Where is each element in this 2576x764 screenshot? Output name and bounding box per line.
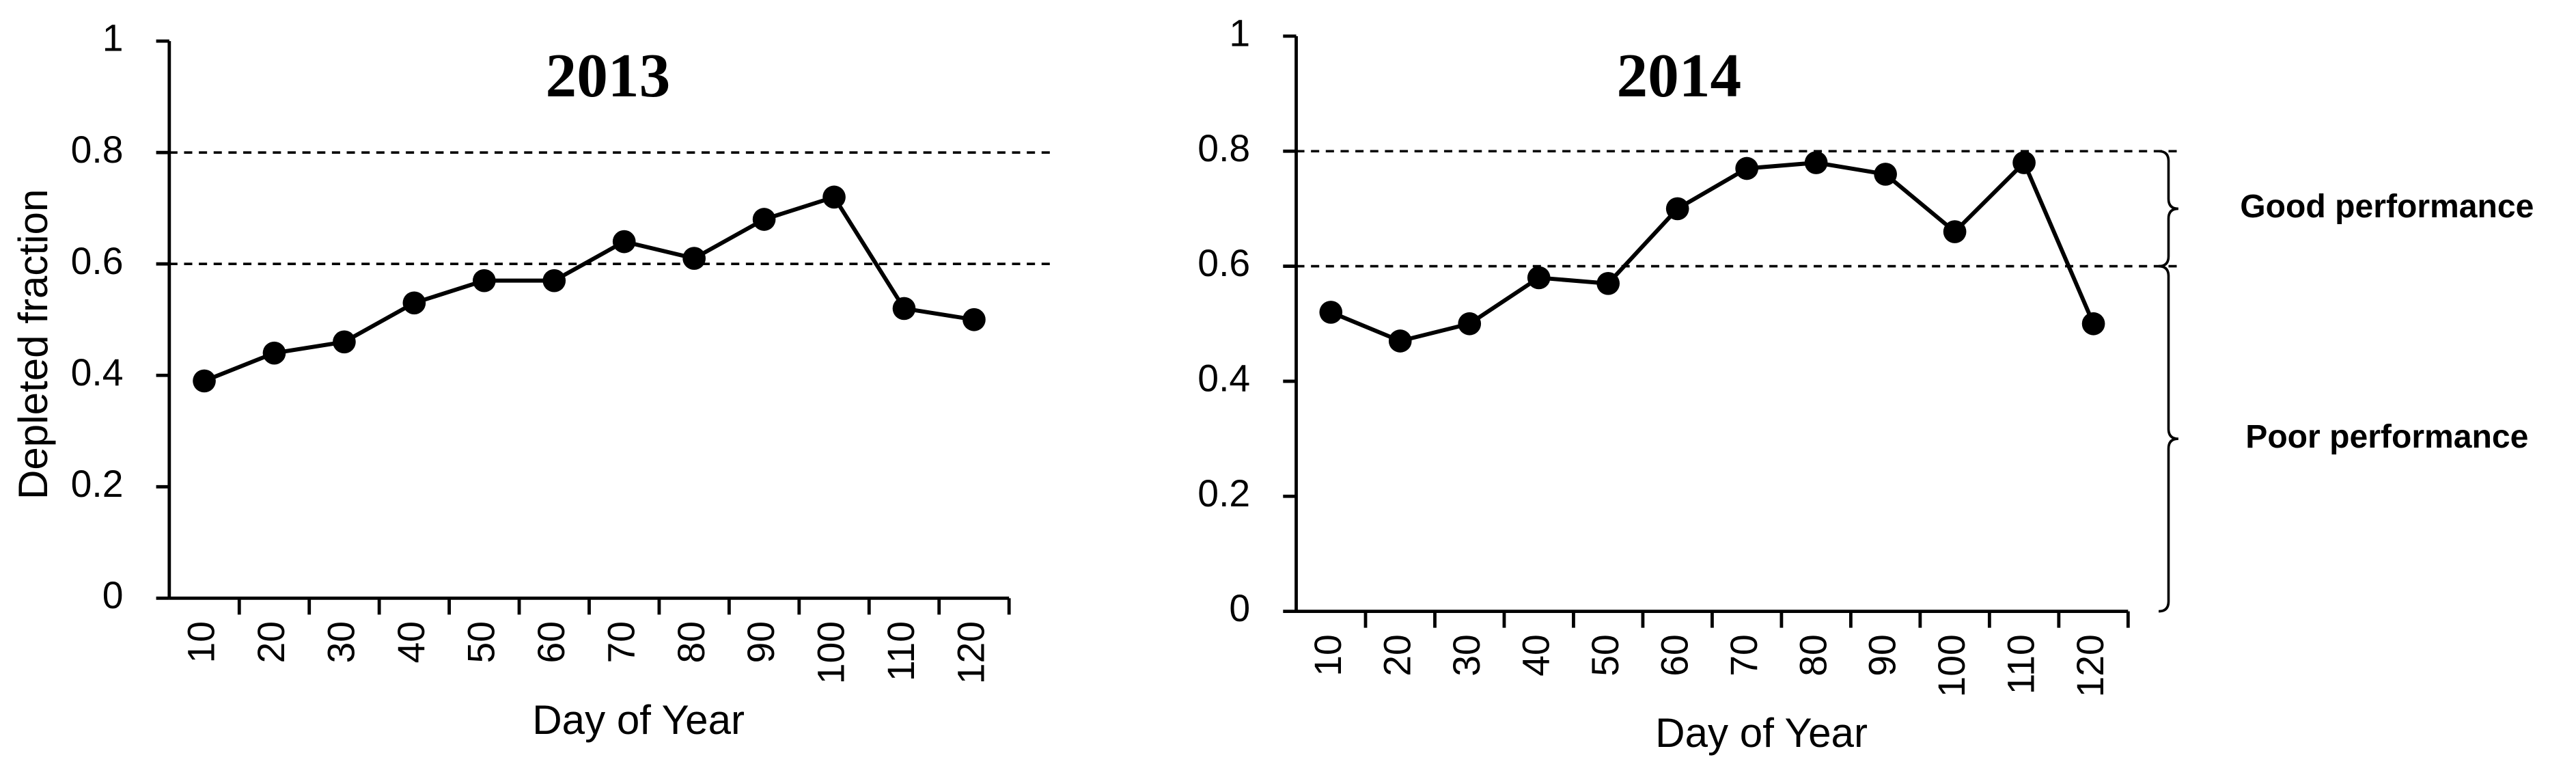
data-point [2012, 151, 2036, 174]
data-point [472, 269, 496, 292]
y-tick-label: 0.4 [71, 351, 124, 394]
y-tick-label: 1 [102, 17, 124, 59]
x-tick-label: 40 [1514, 634, 1557, 677]
data-point [822, 185, 846, 209]
data-point [2081, 312, 2105, 336]
y-tick-label: 0 [102, 574, 124, 616]
x-tick-label: 20 [1376, 634, 1418, 677]
data-point [1943, 220, 1967, 243]
x-tick-label: 30 [1445, 634, 1488, 677]
data-point [1388, 329, 1412, 353]
x-tick-label: 60 [530, 621, 572, 664]
data-point [262, 341, 286, 365]
y-tick-label: 0.2 [1197, 472, 1250, 515]
x-tick-label: 50 [460, 621, 502, 664]
x-tick-label: 20 [250, 621, 292, 664]
data-point [193, 369, 216, 393]
data-line [1330, 159, 2096, 344]
x-axis-title: Day of Year [1655, 710, 1868, 756]
x-tick-label: 10 [1307, 634, 1349, 677]
y-tick-label: 1 [1229, 12, 1250, 55]
x-tick-label: 40 [390, 621, 432, 664]
y-tick-label: 0.6 [1197, 242, 1250, 284]
data-point [402, 291, 426, 315]
x-tick-label: 110 [880, 621, 922, 681]
y-tick-label: 0.8 [1197, 127, 1250, 169]
data-point [1527, 266, 1551, 290]
x-tick-label: 100 [810, 621, 853, 684]
x-tick-label: 70 [1723, 634, 1765, 677]
x-tick-label: 30 [320, 621, 363, 664]
x-tick-label: 100 [1930, 634, 1973, 697]
chart-title: 2014 [1616, 41, 1741, 110]
brace [2158, 150, 2179, 268]
y-tick-label: 0 [1229, 587, 1250, 629]
y-tick-label: 0.2 [71, 463, 124, 505]
data-point [333, 330, 356, 354]
x-tick-label: 90 [740, 621, 782, 664]
x-tick-label: 110 [2000, 634, 2042, 694]
data-point [612, 230, 636, 254]
annotation: Poor performance [2245, 418, 2528, 455]
x-tick-label: 120 [950, 621, 993, 684]
x-tick-label: 70 [600, 621, 642, 664]
brace [2158, 264, 2179, 613]
data-point [1596, 271, 1620, 295]
x-tick-label: 10 [180, 621, 223, 664]
data-point [1804, 151, 1828, 174]
chart-title: 2013 [546, 41, 671, 110]
y-axis-title: Depleted fraction [10, 189, 56, 500]
x-tick-label: 120 [2069, 634, 2111, 697]
data-point [892, 297, 916, 320]
data-point [1319, 301, 1343, 324]
y-tick-label: 0.8 [71, 128, 124, 171]
data-point [962, 308, 986, 331]
x-tick-label: 90 [1861, 634, 1904, 677]
x-tick-label: 80 [670, 621, 712, 664]
y-tick-label: 0.6 [71, 240, 124, 282]
data-point [1874, 163, 1897, 186]
data-line [203, 194, 975, 383]
data-point [1665, 197, 1689, 221]
x-tick-label: 60 [1653, 634, 1695, 677]
annotation: Good performance [2240, 188, 2534, 225]
y-tick-label: 0.4 [1197, 357, 1250, 400]
data-point [1735, 156, 1758, 180]
data-point [542, 269, 566, 292]
data-point [1458, 312, 1482, 336]
x-tick-label: 80 [1792, 634, 1834, 677]
x-tick-label: 50 [1584, 634, 1626, 677]
x-axis-title: Day of Year [532, 697, 745, 743]
data-point [682, 247, 706, 270]
data-point [752, 208, 776, 231]
